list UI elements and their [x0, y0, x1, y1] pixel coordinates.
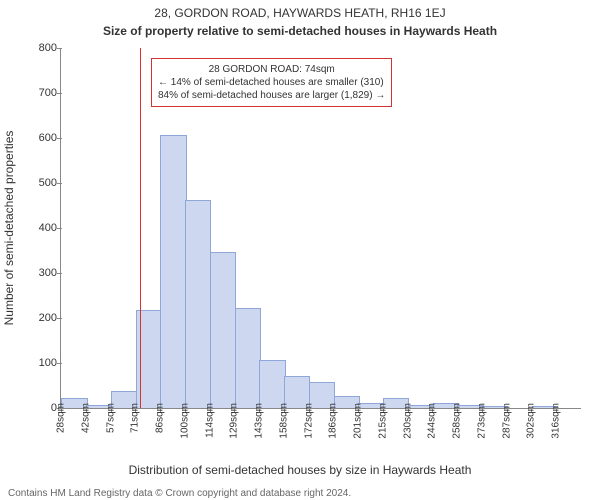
histogram-plot: Number of semi-detached properties 01002… — [60, 48, 581, 409]
attribution: Contains HM Land Registry data © Crown c… — [8, 487, 592, 500]
x-tick-label: 230sqm — [402, 403, 413, 439]
info-box: 28 GORDON ROAD: 74sqm← 14% of semi-detac… — [151, 58, 392, 107]
y-tick: 300 — [21, 267, 57, 279]
page-title-address: 28, GORDON ROAD, HAYWARDS HEATH, RH16 1E… — [0, 6, 600, 20]
x-tick-label: 42sqm — [80, 403, 91, 433]
x-tick-label: 129sqm — [229, 403, 240, 439]
histogram-bar — [259, 360, 285, 408]
x-tick-label: 215sqm — [377, 403, 388, 439]
y-tick: 800 — [21, 42, 57, 54]
x-axis-label: Distribution of semi-detached houses by … — [0, 463, 600, 477]
x-tick-label: 57sqm — [105, 403, 116, 433]
x-tick-label: 86sqm — [155, 403, 166, 433]
page-subtitle: Size of property relative to semi-detach… — [0, 24, 600, 38]
y-tick: 400 — [21, 222, 57, 234]
y-tick: 500 — [21, 177, 57, 189]
info-box-line: 28 GORDON ROAD: 74sqm — [158, 63, 385, 76]
reference-line — [140, 48, 141, 408]
y-tick: 700 — [21, 87, 57, 99]
x-tick-label: 100sqm — [179, 403, 190, 439]
info-box-line: 84% of semi-detached houses are larger (… — [158, 89, 385, 102]
x-tick-label: 244sqm — [427, 403, 438, 439]
x-tick-label: 71sqm — [130, 403, 141, 433]
x-tick-label: 114sqm — [204, 403, 215, 438]
y-tick: 600 — [21, 132, 57, 144]
x-tick-label: 287sqm — [501, 403, 512, 439]
x-tick-label: 273sqm — [476, 403, 487, 439]
y-tick: 0 — [21, 402, 57, 414]
attribution-line-1: Contains HM Land Registry data © Crown c… — [8, 487, 592, 500]
x-tick-label: 201sqm — [353, 403, 364, 439]
x-tick-label: 258sqm — [452, 403, 463, 439]
x-tick-label: 186sqm — [328, 403, 339, 439]
histogram-bar — [160, 135, 186, 408]
x-tick-label: 158sqm — [278, 403, 289, 439]
x-tick-label: 172sqm — [303, 403, 314, 439]
y-axis-label: Number of semi-detached properties — [2, 131, 16, 326]
histogram-bar — [210, 252, 236, 408]
x-tick-label: 143sqm — [254, 403, 265, 439]
x-tick-label: 302sqm — [526, 403, 537, 439]
x-tick-label: 316sqm — [551, 403, 562, 439]
histogram-bar — [185, 200, 211, 408]
y-tick: 200 — [21, 312, 57, 324]
x-tick-label: 28sqm — [56, 403, 67, 433]
info-box-line: ← 14% of semi-detached houses are smalle… — [158, 76, 385, 89]
histogram-bar — [235, 308, 261, 408]
y-tick: 100 — [21, 357, 57, 369]
